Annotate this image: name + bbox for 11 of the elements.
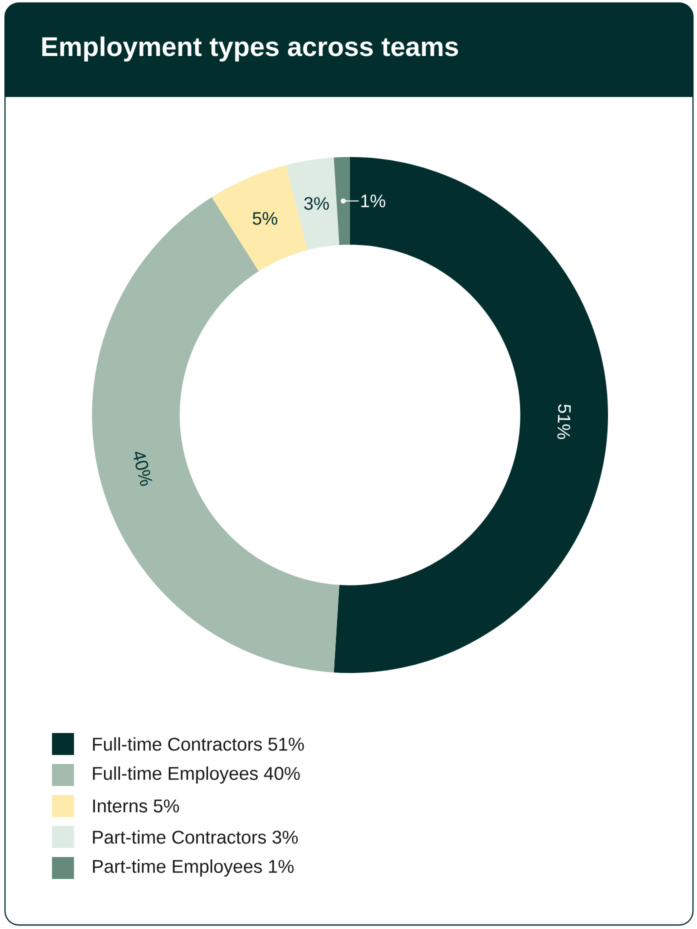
legend-label: Part-time Contractors 3%	[93, 830, 298, 844]
data-label: 3%	[304, 197, 329, 210]
legend-label: Interns 5%	[93, 800, 179, 812]
legend-label: Full-time Employees 40%	[93, 766, 300, 784]
data-label: 51%	[557, 404, 571, 439]
data-label: 5%	[252, 212, 278, 225]
chart-title: Employment types across teams	[42, 36, 458, 62]
legend-label: Part-time Employees 1%	[93, 859, 294, 877]
data-label: 1%	[361, 194, 386, 208]
data-label: 40%	[134, 452, 152, 486]
legend-label: Full-time Contractors 51%	[93, 737, 304, 751]
